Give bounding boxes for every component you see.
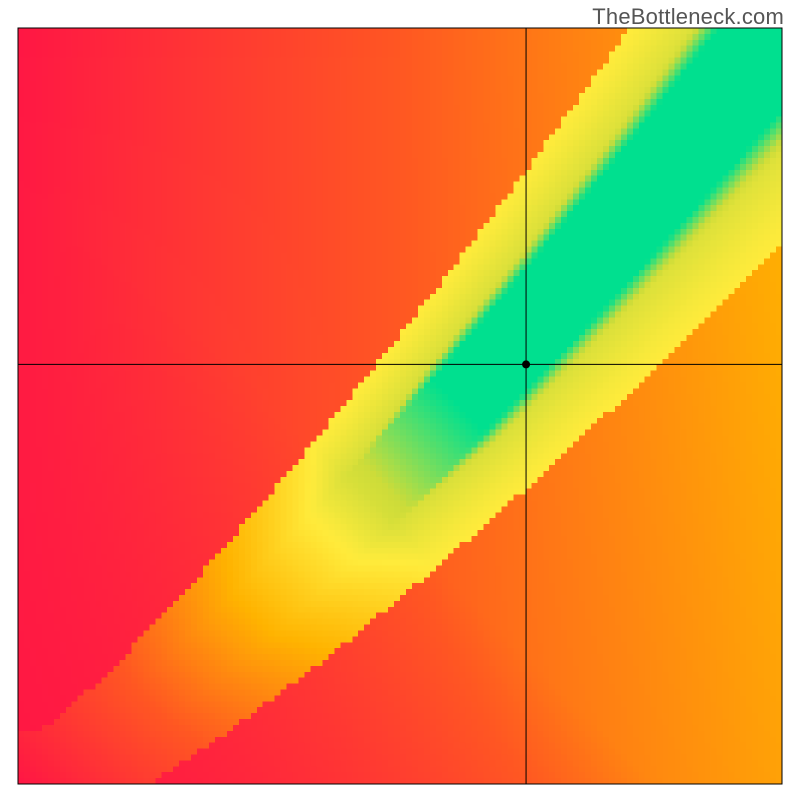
bottleneck-heatmap (18, 28, 782, 784)
chart-container: TheBottleneck.com (0, 0, 800, 800)
watermark-text: TheBottleneck.com (592, 4, 784, 30)
